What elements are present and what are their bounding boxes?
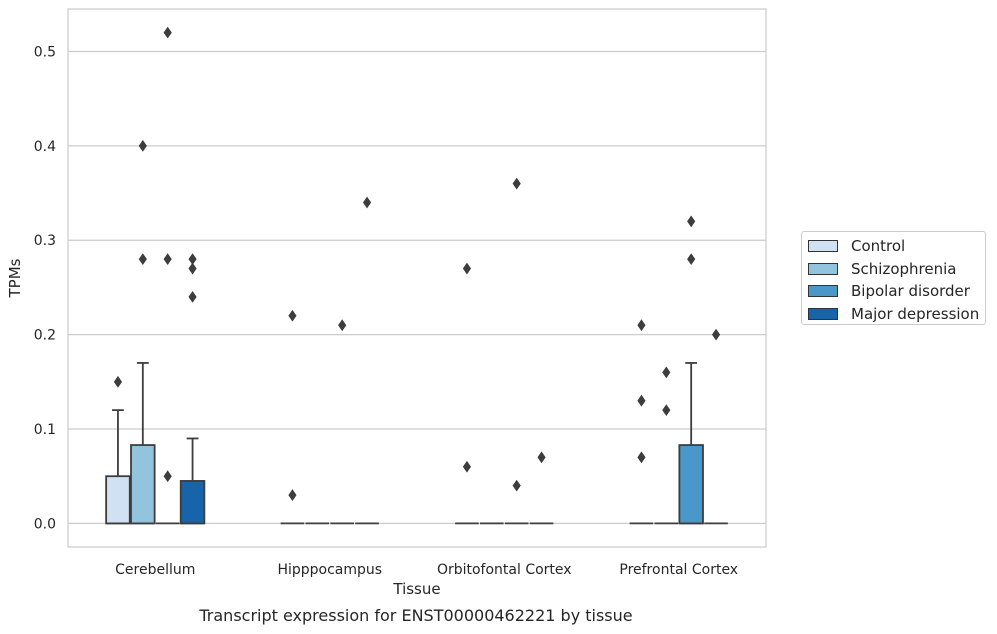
outlier-point <box>163 26 172 39</box>
outlier-point <box>362 196 372 209</box>
x-tick-label: Hipppocampus <box>277 562 382 578</box>
legend-label: Major depression <box>851 304 980 323</box>
plot-area <box>105 26 728 525</box>
legend-item-bipolar-disorder: Bipolar disorder <box>808 280 985 303</box>
y-axis-label: TPMs <box>6 258 24 298</box>
box-body <box>130 444 156 525</box>
box-major-depression <box>179 253 206 525</box>
outlier-point <box>462 262 472 275</box>
box-major-depression <box>704 328 728 525</box>
outlier-point <box>113 375 123 388</box>
box-body <box>105 475 131 525</box>
legend: Control Schizophrenia Bipolar disorder M… <box>801 231 986 325</box>
legend-item-major-depression: Major depression <box>808 303 985 326</box>
box-control <box>629 319 654 525</box>
outlier-point <box>188 262 197 275</box>
legend-swatch <box>808 307 838 320</box>
box-major-depression <box>355 196 379 525</box>
legend-item-control: Control <box>808 235 985 258</box>
outlier-point <box>512 479 521 492</box>
box-control <box>280 309 305 525</box>
outlier-point <box>537 451 546 464</box>
y-tick-label: 0.5 <box>34 44 56 60</box>
plot-frame <box>67 8 767 548</box>
outlier-point <box>637 451 646 464</box>
legend-label: Bipolar disorder <box>851 282 970 301</box>
outlier-point <box>687 253 696 266</box>
legend-swatch <box>808 240 838 253</box>
outlier-point <box>637 394 646 407</box>
x-axis: Cerebellum Hipppocampus Orbitofontal Corte… <box>115 562 738 578</box>
outlier-point <box>512 177 521 190</box>
box-major-depression <box>529 451 554 525</box>
outlier-point <box>462 460 472 473</box>
box-control <box>455 262 479 525</box>
box-control <box>105 375 131 525</box>
box-body <box>678 444 704 525</box>
y-tick-label: 0.1 <box>34 422 56 438</box>
box-bipolar-disorder <box>155 26 180 525</box>
chart-title: Transcript expression for ENST0000046222… <box>199 606 633 625</box>
y-tick-label: 0.3 <box>34 233 56 249</box>
outlier-point <box>163 470 172 483</box>
y-axis: 0.0 0.1 0.2 0.3 0.4 0.5 <box>34 44 56 532</box>
outlier-point <box>288 309 297 322</box>
outlier-point <box>662 366 671 379</box>
gridlines <box>68 50 766 525</box>
outlier-point <box>662 404 671 417</box>
x-axis-label: Tissue <box>392 580 440 598</box>
outlier-point <box>188 290 197 303</box>
outlier-point <box>687 215 696 228</box>
box-body <box>179 480 206 525</box>
x-tick-label: Cerebellum <box>115 562 195 578</box>
legend-label: Control <box>851 237 906 256</box>
legend-label: Schizophrenia <box>851 259 957 278</box>
y-tick-label: 0.4 <box>34 139 56 155</box>
box-bipolar-disorder <box>678 215 704 525</box>
y-tick-label: 0.2 <box>34 328 56 344</box>
x-tick-label: Prefrontal Cortex <box>619 562 738 578</box>
box-schizophrenia <box>654 366 679 525</box>
box-bipolar-disorder <box>330 319 354 525</box>
outlier-point <box>711 328 721 341</box>
outlier-point <box>338 319 347 332</box>
legend-item-schizophrenia: Schizophrenia <box>808 258 985 281</box>
outlier-point <box>288 489 297 501</box>
box-schizophrenia <box>130 139 156 525</box>
legend-swatch <box>808 285 838 298</box>
outlier-point <box>163 253 172 266</box>
legend-swatch <box>808 262 838 275</box>
y-tick-label: 0.0 <box>34 516 56 532</box>
x-tick-label: Orbitofontal Cortex <box>437 562 572 578</box>
box-bipolar-disorder <box>504 177 529 525</box>
outlier-point <box>637 319 646 332</box>
outlier-point <box>138 139 147 152</box>
outlier-point <box>138 253 147 266</box>
